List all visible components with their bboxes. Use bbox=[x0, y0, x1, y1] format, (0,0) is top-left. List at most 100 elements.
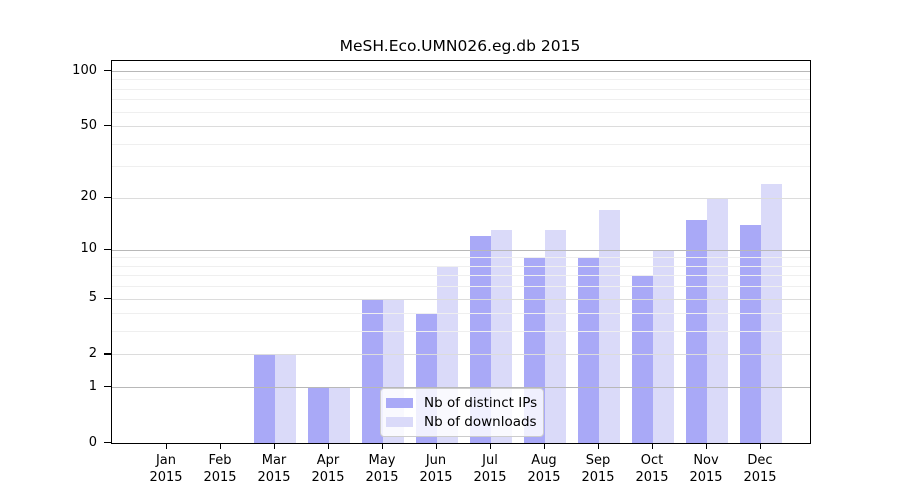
x-axis-tick bbox=[166, 443, 168, 449]
x-axis-tick-label: Dec 2015 bbox=[728, 452, 792, 486]
bar-downloads bbox=[707, 197, 728, 443]
y-axis-tick-label: 100 bbox=[72, 62, 97, 78]
y-axis-tick bbox=[104, 248, 111, 250]
x-label-year: 2015 bbox=[473, 470, 507, 485]
y-axis-tick bbox=[104, 196, 111, 198]
x-label-month: Feb bbox=[208, 453, 232, 468]
x-axis-tick-label: Nov 2015 bbox=[674, 452, 738, 486]
legend: Nb of distinct IPs Nb of downloads bbox=[380, 388, 544, 437]
x-label-month: Dec bbox=[747, 453, 773, 468]
x-label-month: May bbox=[368, 453, 396, 468]
x-axis-tick-label: Oct 2015 bbox=[620, 452, 684, 486]
plot-canvas bbox=[112, 61, 810, 443]
y-axis-tick bbox=[104, 70, 111, 72]
gridline-minor bbox=[112, 111, 810, 113]
x-axis-tick bbox=[328, 443, 330, 449]
gridline-labeled bbox=[112, 126, 810, 128]
x-label-month: Mar bbox=[261, 453, 287, 468]
x-label-year: 2015 bbox=[581, 470, 615, 485]
x-label-year: 2015 bbox=[689, 470, 723, 485]
gridline-minor bbox=[112, 331, 810, 333]
legend-item-distinct-ips: Nb of distinct IPs bbox=[386, 395, 543, 411]
x-label-year: 2015 bbox=[149, 470, 183, 485]
legend-swatch-downloads bbox=[386, 417, 413, 427]
x-label-month: Nov bbox=[693, 453, 719, 468]
x-label-month: Jan bbox=[155, 453, 177, 468]
gridline-minor bbox=[112, 143, 810, 145]
y-axis-tick bbox=[104, 386, 111, 388]
gridline-minor bbox=[112, 79, 810, 81]
gridline-minor bbox=[112, 265, 810, 267]
y-axis-tick-label: 20 bbox=[80, 189, 97, 205]
x-axis-tick-label: Aug 2015 bbox=[512, 452, 576, 486]
x-axis-tick-label: Jul 2015 bbox=[458, 452, 522, 486]
x-axis-tick-label: Feb 2015 bbox=[188, 452, 252, 486]
plot-area bbox=[111, 60, 811, 444]
chart-title: MeSH.Eco.UMN026.eg.db 2015 bbox=[339, 37, 581, 55]
x-label-month: Jul bbox=[482, 453, 498, 468]
x-axis-tick bbox=[490, 443, 492, 449]
x-axis-tick bbox=[652, 443, 654, 449]
x-axis-tick-label: May 2015 bbox=[350, 452, 414, 486]
x-label-year: 2015 bbox=[419, 470, 453, 485]
x-axis-tick bbox=[544, 443, 546, 449]
x-label-month: Sep bbox=[585, 453, 611, 468]
y-axis-tick-label: 50 bbox=[80, 117, 97, 133]
gridline-major bbox=[112, 71, 810, 72]
gridline-minor bbox=[112, 275, 810, 277]
gridline-major bbox=[112, 249, 810, 251]
gridline-major bbox=[112, 387, 810, 389]
y-axis-tick-label: 1 bbox=[88, 378, 97, 394]
bar-distinct-ips bbox=[578, 257, 599, 443]
legend-label: Nb of distinct IPs bbox=[424, 395, 538, 411]
x-label-month: Aug bbox=[531, 453, 557, 468]
bar-distinct-ips bbox=[362, 298, 383, 443]
gridline-minor bbox=[112, 88, 810, 90]
legend-swatch-ips bbox=[386, 398, 413, 408]
x-axis-tick bbox=[760, 443, 762, 449]
y-axis-tick-label: 2 bbox=[88, 345, 97, 361]
x-label-month: Oct bbox=[640, 453, 664, 468]
y-axis-tick bbox=[104, 125, 111, 127]
x-label-year: 2015 bbox=[203, 470, 237, 485]
x-label-year: 2015 bbox=[365, 470, 399, 485]
gridline-labeled bbox=[112, 197, 810, 199]
x-label-year: 2015 bbox=[743, 470, 777, 485]
bar-downloads bbox=[545, 230, 566, 443]
legend-label: Nb of downloads bbox=[424, 414, 537, 430]
bar-distinct-ips bbox=[308, 387, 329, 443]
x-axis-tick bbox=[706, 443, 708, 449]
x-label-year: 2015 bbox=[311, 470, 345, 485]
y-axis-tick-label: 0 bbox=[88, 434, 97, 450]
x-label-month: Apr bbox=[316, 453, 340, 468]
x-label-year: 2015 bbox=[635, 470, 669, 485]
x-label-year: 2015 bbox=[257, 470, 291, 485]
x-axis-tick bbox=[274, 443, 276, 449]
bar-downloads bbox=[275, 354, 296, 443]
x-axis-tick-label: Apr 2015 bbox=[296, 452, 360, 486]
x-axis-tick bbox=[220, 443, 222, 449]
x-axis-tick-label: Jun 2015 bbox=[404, 452, 468, 486]
y-axis-tick bbox=[104, 297, 111, 299]
bar-downloads bbox=[653, 249, 674, 443]
x-axis-tick-label: Jan 2015 bbox=[134, 452, 198, 486]
bar-downloads bbox=[599, 210, 620, 443]
gridline-labeled bbox=[112, 298, 810, 300]
gridline-labeled bbox=[112, 354, 810, 356]
y-axis-tick bbox=[104, 353, 111, 355]
x-axis-tick-label: Mar 2015 bbox=[242, 452, 306, 486]
gridline-minor bbox=[112, 313, 810, 315]
y-axis-tick-label: 10 bbox=[80, 241, 97, 257]
bar-distinct-ips bbox=[740, 224, 761, 443]
x-axis-tick bbox=[382, 443, 384, 449]
bar-downloads bbox=[329, 387, 350, 443]
x-label-year: 2015 bbox=[527, 470, 561, 485]
bar-distinct-ips bbox=[254, 354, 275, 443]
y-axis-tick bbox=[104, 442, 111, 444]
x-axis-tick bbox=[598, 443, 600, 449]
x-axis-tick-label: Sep 2015 bbox=[566, 452, 630, 486]
y-axis-tick-label: 5 bbox=[88, 290, 97, 306]
gridline-minor bbox=[112, 99, 810, 101]
gridline-minor bbox=[112, 257, 810, 259]
